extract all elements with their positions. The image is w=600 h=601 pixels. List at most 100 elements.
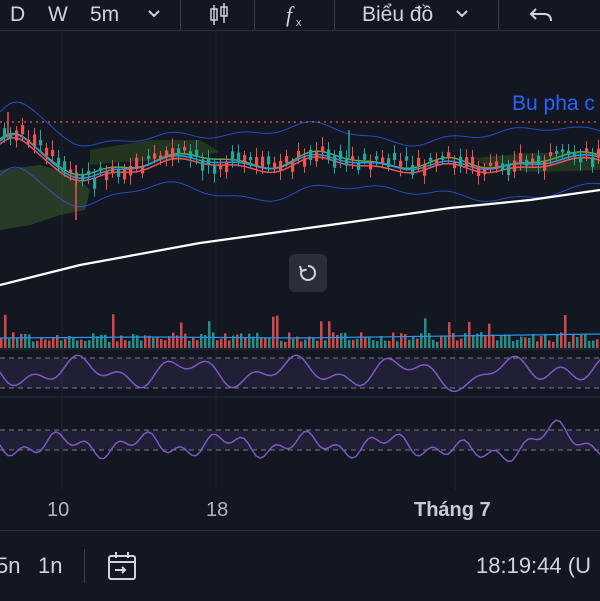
volume-bar <box>16 338 19 348</box>
volume-bar <box>272 316 275 348</box>
candle-body <box>147 155 151 160</box>
volume-bar <box>176 335 179 348</box>
volume-bar <box>328 321 331 348</box>
candle-body <box>129 166 133 176</box>
chart-canvas[interactable] <box>0 31 600 530</box>
volume-bar <box>320 321 323 348</box>
volume-bar <box>36 340 39 348</box>
interval-current-button[interactable]: 5m <box>90 3 120 26</box>
volume-bar <box>132 334 135 348</box>
candle-body <box>585 148 589 153</box>
volume-bar <box>496 340 499 348</box>
volume-bar <box>4 314 7 348</box>
indicators-button[interactable]: f x <box>284 0 310 30</box>
candle-body <box>501 163 505 171</box>
candle-body <box>207 158 211 165</box>
volume-bar <box>436 341 439 348</box>
volume-bar <box>232 335 235 348</box>
volume-bar <box>148 335 151 348</box>
range-1n-button[interactable]: 1n <box>38 553 63 578</box>
volume-bar <box>204 335 207 348</box>
svg-text:f: f <box>286 2 295 27</box>
chart-type-dropdown[interactable] <box>454 0 470 28</box>
volume-bar <box>20 333 23 348</box>
candle-body <box>87 170 91 176</box>
volume-bar <box>72 338 75 348</box>
volume-bar <box>212 332 215 348</box>
volume-bar <box>116 341 119 348</box>
candle-body <box>291 162 295 172</box>
candle-body <box>309 149 313 160</box>
interval-dropdown[interactable] <box>146 0 162 28</box>
volume-bar <box>252 336 255 348</box>
volume-bar <box>312 338 315 348</box>
candle-body <box>111 166 115 174</box>
volume-bar <box>224 333 227 348</box>
volume-bar <box>288 332 291 348</box>
volume-bar <box>408 339 411 348</box>
volume-bar <box>464 333 467 348</box>
candle-body <box>51 149 55 157</box>
volume-bar <box>420 333 423 348</box>
volume-bar <box>528 337 531 348</box>
volume-bar <box>568 341 571 348</box>
volume-bar <box>348 339 351 348</box>
refresh-icon <box>299 264 317 281</box>
candle-body <box>27 139 31 144</box>
volume-bar <box>468 321 471 348</box>
oscillator-line <box>0 419 600 463</box>
goto-date-button[interactable] <box>106 549 138 593</box>
candle-body <box>597 148 600 158</box>
candle-body <box>171 148 175 158</box>
candle-body <box>123 169 127 180</box>
oscillator-line <box>0 354 600 393</box>
time-axis-label: 18 <box>206 499 229 521</box>
bollinger-lower-line <box>0 166 600 208</box>
volume-bar <box>296 336 299 348</box>
candle-body <box>471 156 475 168</box>
clock-timezone-label[interactable]: 18:19:44 (U <box>476 553 591 578</box>
undo-icon <box>529 8 552 22</box>
volume-bar <box>556 333 559 348</box>
volume-bar <box>300 341 303 348</box>
reset-chart-button[interactable] <box>289 254 327 292</box>
candle-body <box>405 156 409 161</box>
candle-body <box>411 165 415 175</box>
candle-body <box>273 162 277 170</box>
volume-bar <box>572 334 575 348</box>
candle-body <box>279 161 283 171</box>
candle-body <box>339 150 343 159</box>
candle-body <box>537 155 541 165</box>
volume-bar <box>256 332 259 348</box>
volume-bar <box>32 341 35 348</box>
range-5n-button[interactable]: 5n <box>0 553 21 578</box>
volume-bar <box>76 340 79 348</box>
candle-body <box>429 157 433 161</box>
interval-w-button[interactable]: W <box>48 3 68 26</box>
volume-bar <box>460 338 463 348</box>
volume-bar <box>532 333 535 348</box>
volume-bar <box>196 340 199 348</box>
volume-bar <box>352 339 355 348</box>
candle-body <box>261 156 265 168</box>
candle-body <box>255 157 259 167</box>
volume-bar <box>332 332 335 348</box>
candle-body <box>381 157 385 163</box>
interval-d-button[interactable]: D <box>10 3 26 26</box>
volume-ma-line <box>0 333 600 339</box>
candle-body <box>231 151 235 161</box>
candle-body <box>39 139 43 146</box>
chevron-down-icon <box>148 10 160 18</box>
volume-bar <box>0 338 3 348</box>
volume-bar <box>360 332 363 348</box>
candle-body <box>99 167 103 171</box>
candle-body <box>591 157 595 168</box>
volume-bar <box>492 334 495 348</box>
candle-body <box>141 165 145 174</box>
chart-type-label[interactable]: Biểu đồ <box>362 3 434 26</box>
volume-bar <box>544 333 547 348</box>
volume-bar <box>540 336 543 348</box>
undo-button[interactable] <box>528 0 554 30</box>
candle-body <box>363 153 367 160</box>
chart-style-button[interactable] <box>208 0 230 30</box>
